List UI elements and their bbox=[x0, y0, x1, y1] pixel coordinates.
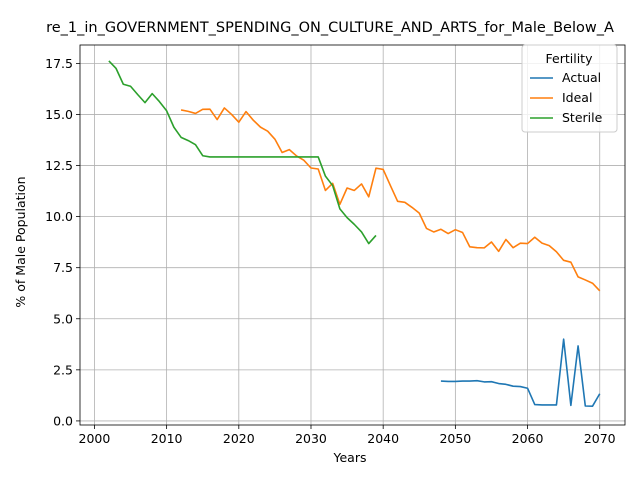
x-tick-label: 2010 bbox=[151, 431, 183, 446]
x-tick-label: 2060 bbox=[512, 431, 544, 446]
y-tick-label: 2.5 bbox=[53, 362, 73, 377]
legend-box bbox=[521, 44, 618, 133]
legend-label-ideal: Ideal bbox=[562, 90, 592, 105]
y-tick-label: 17.5 bbox=[45, 56, 73, 71]
x-axis-ticks: 2000 2010 2020 2030 2040 2050 2060 2070 bbox=[79, 425, 616, 446]
chart-title: re_1_in_GOVERNMENT_SPENDING_ON_CULTURE_A… bbox=[46, 20, 614, 36]
y-axis-ticks: 0.0 2.5 5.0 7.5 10.0 12.5 15.0 17.5 bbox=[45, 56, 80, 428]
series-line-ideal bbox=[180, 107, 601, 292]
x-tick-label: 2070 bbox=[584, 431, 616, 446]
legend: Fertility Actual Ideal Sterile bbox=[521, 44, 618, 133]
plot-frame bbox=[79, 44, 626, 426]
x-tick-label: 2040 bbox=[367, 431, 399, 446]
y-tick-label: 5.0 bbox=[53, 311, 73, 326]
y-tick-label: 0.0 bbox=[53, 413, 73, 428]
y-tick-label: 15.0 bbox=[45, 107, 73, 122]
x-tick-label: 2050 bbox=[439, 431, 471, 446]
legend-title: Fertility bbox=[546, 51, 594, 66]
y-axis-label: % of Male Population bbox=[13, 176, 28, 307]
legend-items: Actual Ideal Sterile bbox=[530, 70, 603, 125]
legend-label-actual: Actual bbox=[562, 70, 601, 85]
series-line-sterile bbox=[108, 60, 377, 245]
y-tick-label: 12.5 bbox=[45, 158, 73, 173]
x-tick-label: 2000 bbox=[79, 431, 111, 446]
series-line-actual bbox=[440, 338, 601, 408]
x-tick-label: 2020 bbox=[223, 431, 255, 446]
y-tick-label: 7.5 bbox=[53, 260, 73, 275]
x-tick-label: 2030 bbox=[295, 431, 327, 446]
y-tick-label: 10.0 bbox=[45, 209, 73, 224]
series-lines bbox=[108, 60, 601, 408]
grid-lines bbox=[80, 45, 625, 425]
legend-label-sterile: Sterile bbox=[562, 110, 603, 125]
x-axis-label: Years bbox=[333, 450, 367, 465]
